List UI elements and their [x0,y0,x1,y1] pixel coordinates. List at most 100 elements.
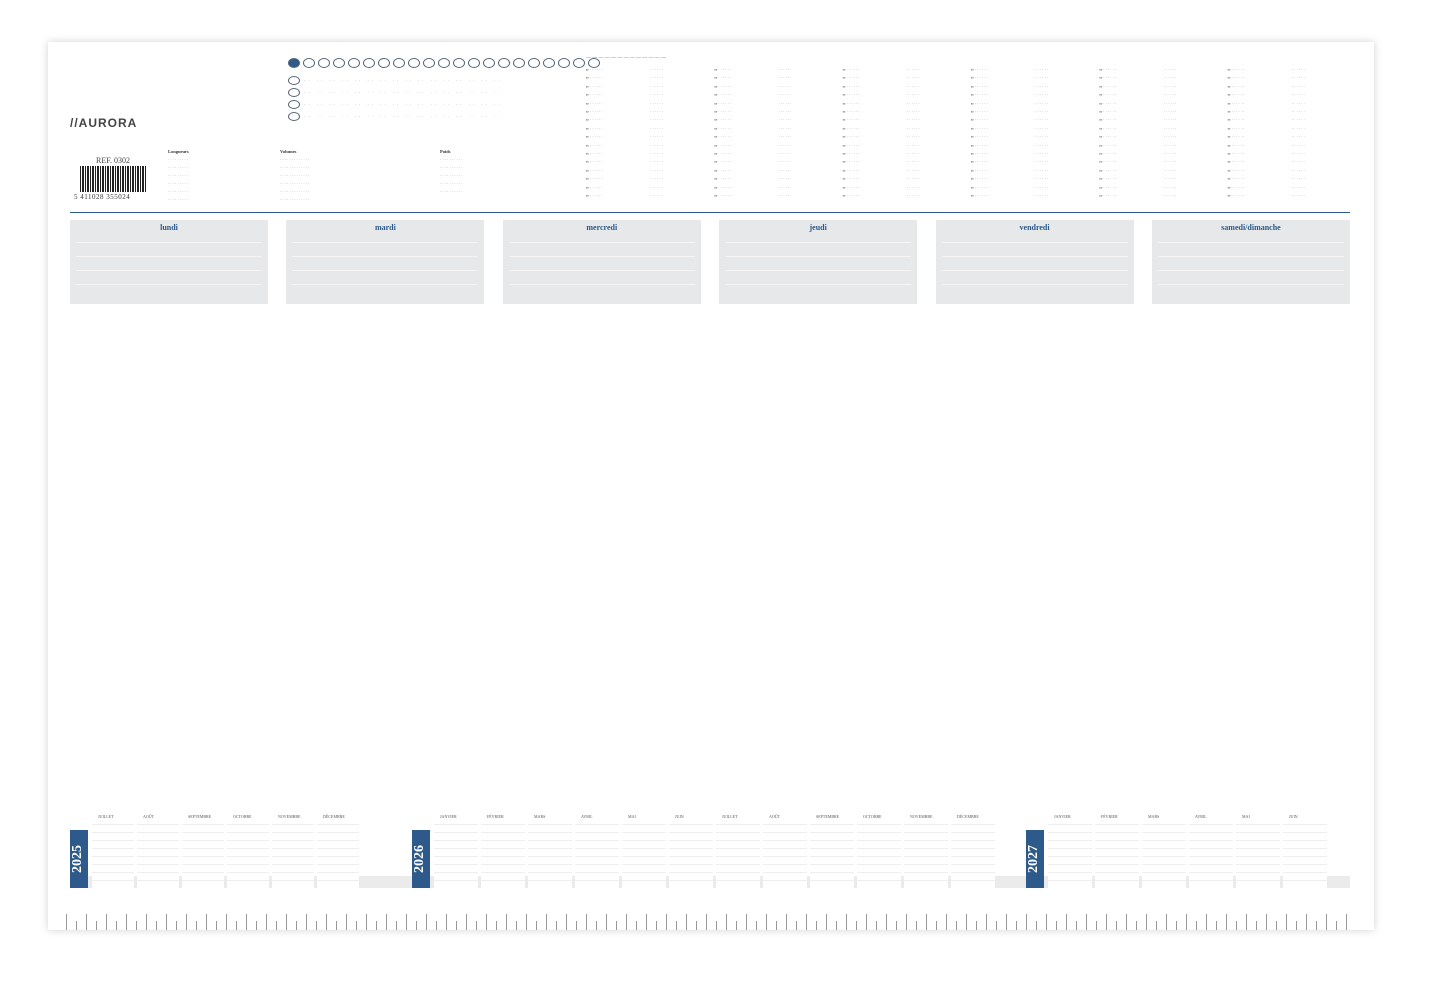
ruler-tick [136,921,137,930]
ruler-tick [116,921,117,930]
ruler-tick [126,914,127,930]
ruler-tick [946,914,947,930]
ruler-tick [766,914,767,930]
ruler-tick [716,921,717,930]
ruler-tick [926,914,927,930]
header-divider [70,212,1350,213]
conversion-volumes: Volumes · · · · · · · · · · · · · · · · · … [280,149,310,202]
ruler-tick [1106,914,1107,930]
month-grid [951,824,995,888]
barcode-number: 5 411028 355024 [74,193,131,201]
ruler-tick [256,921,257,930]
month-grid [763,824,807,888]
ruler-tick [1186,914,1187,930]
day-label: vendredi [1019,223,1050,232]
ruler-tick [696,921,697,930]
abbreviations-table: ▪▪ · · · · · · ▪▪ · · · · · · ▪▪ · · · · ·… [586,66,1352,208]
ruler-tick [1146,914,1147,930]
ruler-tick [976,921,977,930]
ruler-tick [656,921,657,930]
ruler-tick [1256,921,1257,930]
ruler-tick [156,921,157,930]
month-header: SEPTEMBRE [816,814,840,819]
month-circle [393,58,405,68]
month-circle [453,58,465,68]
weekday-panels: lundi mardi mercredi jeudi vendredi same… [70,220,1350,304]
ruler-tick [606,914,607,930]
day-panel-friday[interactable]: vendredi [935,220,1134,304]
ruler-tick [316,921,317,930]
ruler-tick [226,914,227,930]
abbreviation-column: · · · · · · · · · · · · · · · · · · · · · ·… [1291,67,1305,199]
ruler-tick [146,914,147,930]
ruler-tick [676,921,677,930]
ruler-tick [1126,914,1127,930]
year-label: 2025 [70,830,88,888]
ruler-tick [86,914,87,930]
year-label: 2026 [412,830,430,888]
month-grid [528,824,572,888]
ruler-tick [986,914,987,930]
ruler-tick [576,921,577,930]
ruler-tick [1066,914,1067,930]
abbreviation-column: ▪▪ · · · · · · ▪▪ · · · · · · ▪▪ · · · · ·… [586,67,603,199]
aurora-logo: //AURORA [70,116,138,130]
year-row: ·· ·· ·· ·· ·· ·· ·· ·· ·· ·· ·· ·· ·· ·… [288,110,600,122]
month-header: AVRIL [1195,814,1207,819]
ruler-tick [166,914,167,930]
ruler-tick [556,921,557,930]
ruler-tick [746,914,747,930]
month-header: DÉCEMBRE [323,814,345,819]
ruler-tick [536,921,537,930]
day-panel-tuesday[interactable]: mardi [286,220,485,304]
ruler-tick [916,921,917,930]
ruler-tick [416,921,417,930]
month-circle [468,58,480,68]
ruler-tick [446,914,447,930]
day-panel-thursday[interactable]: jeudi [719,220,918,304]
ruler-tick [836,921,837,930]
month-header: DÉCEMBRE [957,814,979,819]
ruler-tick [896,921,897,930]
ruler-tick [306,914,307,930]
ruler-tick [1326,914,1327,930]
ruler-tick [496,921,497,930]
ruler-tick [596,921,597,930]
month-grid [182,824,224,888]
month-grid [1142,824,1186,888]
ruler-tick [1006,914,1007,930]
ruler-tick [186,914,187,930]
month-grid [92,824,134,888]
ruler-tick [366,914,367,930]
ruler-tick [1316,921,1317,930]
ruler-tick [966,914,967,930]
ruler-tick [206,914,207,930]
month-circle [498,58,510,68]
ruler-tick [1336,921,1337,930]
desk-pad: //AURORA REF. 0302 5 411028 355024 Longu… [48,42,1374,930]
month-header: FÉVRIER [487,814,504,819]
day-label: jeudi [809,223,827,232]
abbreviation-column: · · · · · · · · · · · · · · · · · · · · · ·… [1163,67,1177,199]
ruler-tick [96,921,97,930]
day-panel-wednesday[interactable]: mercredi [502,220,701,304]
ruler-tick [486,914,487,930]
abbreviations-title: — — — — — — — — — — — — — [586,56,666,61]
month-circle [558,58,570,68]
month-grid [904,824,948,888]
ruler-tick [436,921,437,930]
ruler-tick [1056,921,1057,930]
ruler-tick [1136,921,1137,930]
ruler-tick [426,914,427,930]
ruler-tick [326,914,327,930]
ruler-tick [376,921,377,930]
month-header: MARS [534,814,546,819]
month-circle [573,58,585,68]
ruler-tick [1166,914,1167,930]
ruler-tick [1286,914,1287,930]
month-grid [669,824,713,888]
month-header: MAI [1242,814,1250,819]
day-panel-monday[interactable]: lundi [70,220,268,304]
abbreviation-column: · · · · · · · · · · · · · · · · · · · · · ·… [1035,67,1049,199]
day-panel-weekend[interactable]: samedi/dimanche [1151,220,1350,304]
